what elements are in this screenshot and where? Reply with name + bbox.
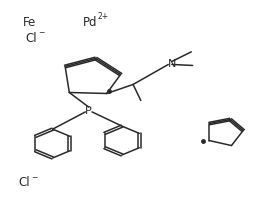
Text: Fe: Fe [22, 16, 36, 29]
Text: N: N [168, 59, 176, 69]
Text: P: P [85, 105, 92, 115]
Text: −: − [31, 172, 38, 181]
Text: −: − [38, 28, 44, 37]
Text: Cl: Cl [25, 32, 37, 45]
Text: Cl: Cl [18, 175, 30, 188]
Text: 2+: 2+ [97, 12, 108, 21]
Text: Pd: Pd [83, 16, 98, 29]
